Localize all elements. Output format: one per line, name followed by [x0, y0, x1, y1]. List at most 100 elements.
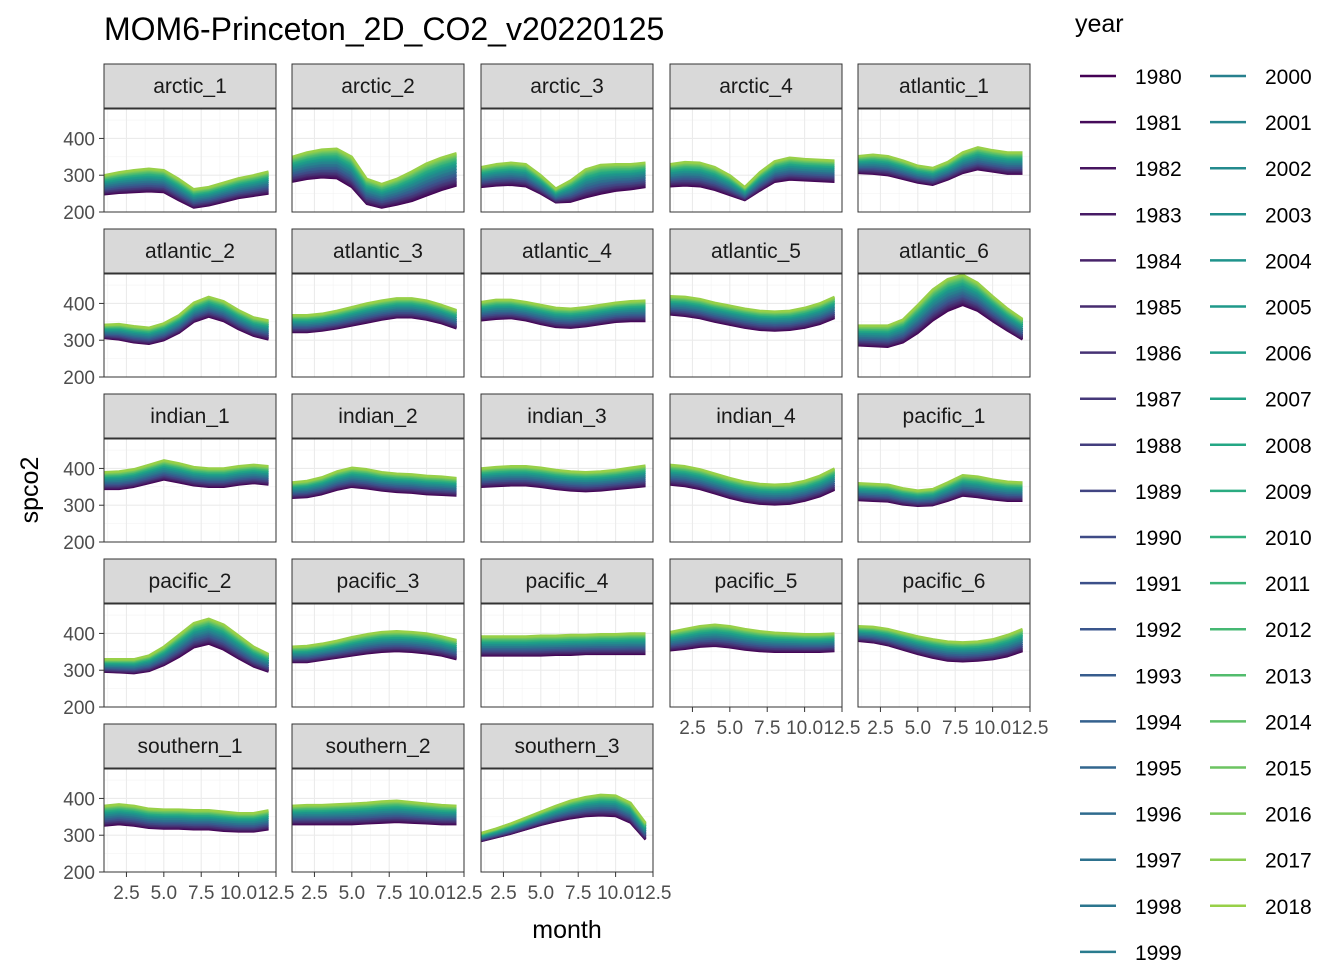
- strip-label: atlantic_4: [522, 240, 612, 263]
- strip-pacific_3: [291, 558, 465, 604]
- legend-label: 1993: [1135, 665, 1182, 688]
- panel-atlantic_3: atlantic_3: [291, 228, 465, 378]
- panel-border: [480, 273, 654, 378]
- strip-indian_1: [103, 393, 277, 439]
- gridlines: [670, 274, 843, 378]
- legend-label: 2018: [1265, 896, 1312, 919]
- panel-border: [291, 603, 465, 708]
- strip-arctic_3: [480, 63, 654, 109]
- legend-item-1998: 1998: [1080, 896, 1182, 919]
- strip-label: indian_4: [716, 405, 796, 428]
- panel-border: [103, 438, 277, 543]
- strip-label: atlantic_2: [145, 240, 235, 263]
- legend-label: 2001: [1265, 112, 1312, 135]
- y-tick-label: 200: [63, 698, 95, 719]
- legend-label: 2013: [1265, 665, 1312, 688]
- panel-indian_4: indian_4: [669, 393, 843, 543]
- series-line-2018: [291, 147, 457, 186]
- y-tick-label: 300: [63, 166, 95, 187]
- x-tick-label: 10.0: [786, 718, 823, 739]
- series-line-2018: [858, 273, 1024, 327]
- legend-label: 2005: [1265, 297, 1312, 320]
- y-axis-title: spco2: [16, 457, 44, 524]
- panel-arctic_2: arctic_2: [291, 63, 465, 213]
- series-line-2018: [480, 298, 646, 310]
- panel-border: [480, 603, 654, 708]
- strip-atlantic_6: [857, 228, 1031, 274]
- series-line-1997: [103, 814, 269, 826]
- series-line-2001: [480, 307, 646, 319]
- strip-atlantic_1: [857, 63, 1031, 109]
- series-line-1998: [103, 179, 269, 201]
- strip-label: southern_2: [325, 735, 430, 758]
- panel-border: [857, 108, 1031, 213]
- legend-label: 2003: [1265, 204, 1312, 227]
- series-line-1994: [291, 166, 457, 201]
- strip-atlantic_3: [291, 228, 465, 274]
- panel-pacific_1: pacific_1: [857, 393, 1031, 543]
- series-line-2001: [291, 161, 457, 197]
- series-line-1998: [480, 475, 646, 484]
- strip-label: pacific_3: [337, 570, 420, 593]
- x-tick-label: 10.0: [220, 883, 257, 904]
- panel-southern_3: southern_3 2.5 5.0 7.5 10.0 12.5: [480, 723, 671, 904]
- series-lines: [857, 146, 1023, 186]
- series-lines: [857, 624, 1023, 663]
- strip-label: arctic_1: [153, 75, 227, 98]
- series-line-2018: [480, 464, 646, 474]
- series-line-2018: [291, 466, 457, 484]
- legend-item-1990: 1990: [1080, 527, 1182, 550]
- legend-item-2008: 2008: [1210, 435, 1312, 458]
- series-lines: [480, 793, 647, 843]
- x-tick-label: 12.5: [258, 883, 295, 904]
- series-line-2004: [291, 807, 457, 815]
- strip-label: atlantic_3: [333, 240, 423, 263]
- y-tick-label: 200: [63, 863, 95, 884]
- series-line-2018: [481, 632, 646, 638]
- series-line-2018: [103, 459, 269, 474]
- panel-border: [480, 438, 654, 543]
- panel-southern_2: southern_2 2.5 5.0 7.5 10.0 12.5: [291, 723, 482, 904]
- strip-pacific_2: [103, 558, 277, 604]
- strip-atlantic_4: [480, 228, 654, 274]
- series-lines: [669, 156, 835, 202]
- series-line-2018: [480, 793, 647, 835]
- legend-label: 1986: [1135, 343, 1182, 366]
- series-line-2018: [291, 630, 457, 648]
- chart-title: MOM6-Princeton_2D_CO2_v20220125: [104, 11, 664, 47]
- series-lines: [292, 297, 457, 334]
- panel-pacific_2: pacific_2 200 300 400: [63, 558, 277, 719]
- legend-item-2005: 2005: [1210, 297, 1312, 320]
- panel-border: [669, 273, 843, 378]
- legend-label: 1987: [1135, 389, 1182, 412]
- legend-label: 1992: [1135, 619, 1182, 642]
- legend-label: 1991: [1135, 573, 1182, 596]
- strip-label: pacific_5: [715, 570, 798, 593]
- y-tick-label: 200: [63, 368, 95, 389]
- panel-atlantic_4: atlantic_4: [480, 228, 654, 378]
- strip-label: indian_3: [527, 405, 606, 428]
- panel-indian_2: indian_2: [291, 393, 465, 543]
- legend-item-1980: 1980: [1080, 66, 1182, 89]
- series-line-2018: [669, 156, 835, 189]
- legend-item-1984: 1984: [1080, 250, 1182, 273]
- strip-pacific_1: [857, 393, 1031, 439]
- x-tick-label: 5.0: [528, 883, 554, 904]
- legend-item-1986: 1986: [1080, 343, 1182, 366]
- series-line-2018: [669, 463, 836, 486]
- x-tick-label: 7.5: [565, 883, 591, 904]
- legend-label: 2017: [1265, 850, 1312, 873]
- y-tick-label: 300: [63, 496, 95, 517]
- series-line-1990: [291, 169, 457, 203]
- series-line-2018: [292, 297, 457, 317]
- legend-label: 1984: [1135, 250, 1182, 273]
- strip-pacific_6: [857, 558, 1031, 604]
- series-line-1997: [291, 164, 457, 199]
- legend-label: 1985: [1135, 297, 1182, 320]
- legend-label: 2015: [1265, 758, 1312, 781]
- series-line-2018: [103, 803, 269, 815]
- x-tick-label: 12.5: [1012, 718, 1049, 739]
- strip-atlantic_2: [103, 228, 277, 274]
- series-lines: [481, 632, 646, 657]
- series-line-2000: [103, 630, 269, 668]
